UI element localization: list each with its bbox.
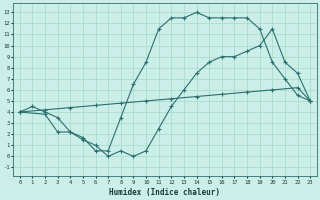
X-axis label: Humidex (Indice chaleur): Humidex (Indice chaleur) bbox=[109, 188, 220, 197]
